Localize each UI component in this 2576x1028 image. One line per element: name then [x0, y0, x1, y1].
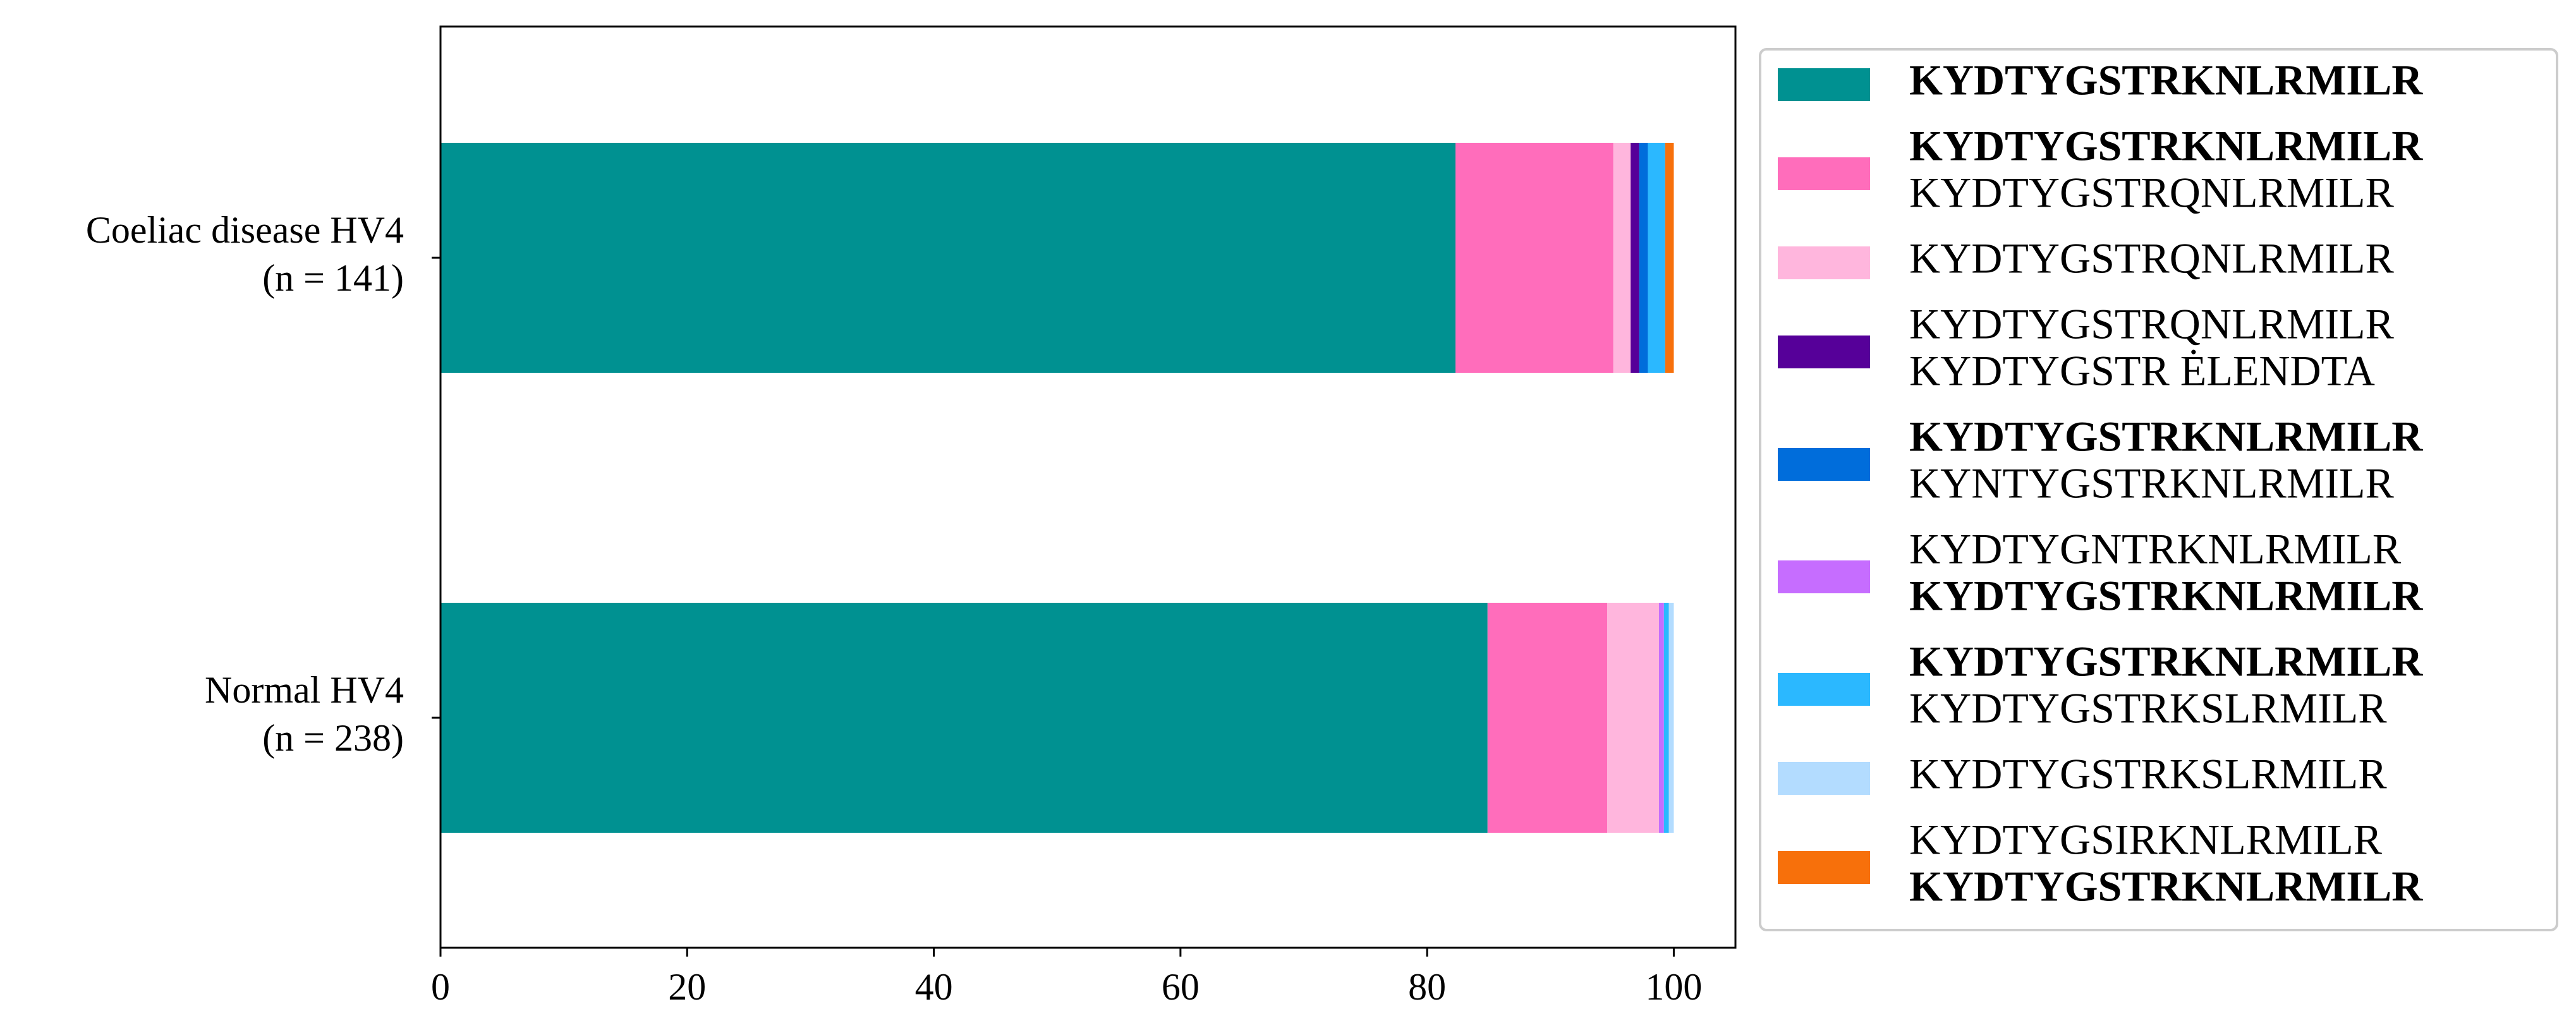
- legend-label: KYDTYGSTRQNLRMILR: [1909, 169, 2395, 217]
- legend-swatch: [1778, 157, 1870, 190]
- legend-swatch: [1778, 851, 1870, 884]
- y-tick-label: (n = 238): [262, 717, 404, 759]
- legend-label: KYDTYGSTRKNLRMILR: [1909, 56, 2423, 104]
- bar-segment: [1455, 143, 1613, 373]
- legend-label: KYDTYGSTRKSLRMILR: [1909, 684, 2387, 732]
- legend-swatch: [1778, 68, 1870, 101]
- legend-label: KYDTYGSTRQNLRMILR: [1909, 234, 2395, 282]
- legend-label: KYDTYGSTRKNLRMILR: [1909, 122, 2423, 170]
- bar-segment: [1631, 143, 1639, 373]
- bar-segment: [1663, 603, 1669, 833]
- y-tick-label: Coeliac disease HV4: [86, 209, 404, 251]
- legend-swatch: [1778, 336, 1870, 368]
- legend-label: KYNTYGSTRKNLRMILR: [1909, 459, 2395, 507]
- bar-segment: [1487, 603, 1608, 833]
- x-tick-label: 20: [668, 966, 706, 1008]
- legend-label: KYDTYGSTRKNLRMILR: [1909, 413, 2423, 461]
- y-tick-label: (n = 141): [262, 257, 404, 299]
- bar-segment: [1665, 143, 1674, 373]
- bar-segment: [1659, 603, 1664, 833]
- legend-label: KYDTYGSTRKNLRMILR: [1909, 572, 2423, 620]
- bar-segment: [1639, 143, 1648, 373]
- bar-segment: [1648, 143, 1665, 373]
- y-tick-label: Normal HV4: [205, 669, 404, 711]
- x-tick-label: 40: [915, 966, 953, 1008]
- legend-swatch: [1778, 448, 1870, 481]
- legend-label: KYDTYGNTRKNLRMILR: [1909, 525, 2402, 573]
- bar-segment: [440, 143, 1456, 373]
- legend-label: KYDTYGSIRKNLRMILR: [1909, 816, 2383, 864]
- legend-swatch: [1778, 560, 1870, 593]
- plot-frame: [439, 25, 1737, 949]
- legend-label: KYDTYGSTR ĖLENDTA: [1909, 347, 2375, 395]
- legend-swatch: [1778, 673, 1870, 706]
- x-tick-label: 0: [431, 966, 450, 1008]
- x-tick-label: 60: [1162, 966, 1200, 1008]
- x-tick-label: 100: [1645, 966, 1702, 1008]
- legend-box: [1759, 48, 2558, 931]
- legend-swatch: [1778, 246, 1870, 279]
- bar-segment: [1613, 143, 1631, 373]
- bar-segment: [1607, 603, 1660, 833]
- legend-label: KYDTYGSTRQNLRMILR: [1909, 300, 2395, 348]
- legend-label: KYDTYGSTRKNLRMILR: [1909, 862, 2423, 910]
- legend-label: KYDTYGSTRKSLRMILR: [1909, 750, 2387, 798]
- legend-label: KYDTYGSTRKNLRMILR: [1909, 638, 2423, 686]
- bar-segment: [440, 603, 1488, 833]
- legend-swatch: [1778, 762, 1870, 795]
- x-tick-label: 80: [1408, 966, 1446, 1008]
- bar-segment: [1668, 603, 1674, 833]
